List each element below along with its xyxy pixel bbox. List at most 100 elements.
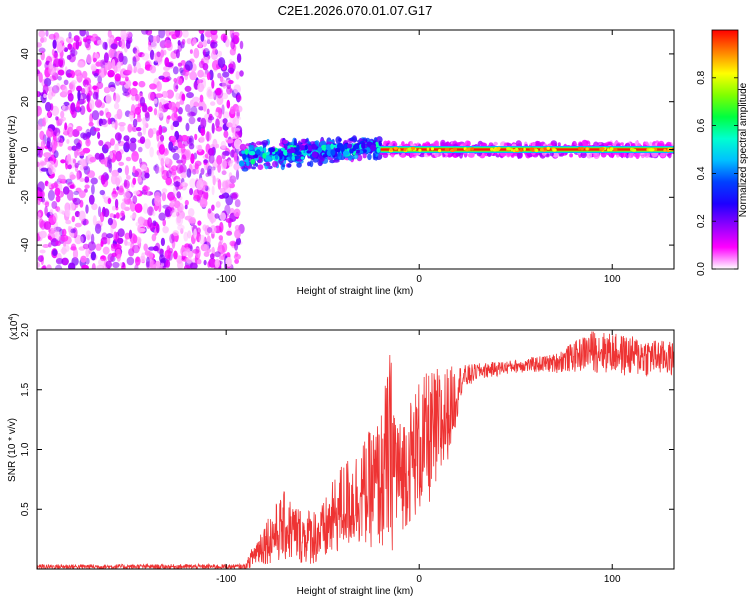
signal-cell [310, 143, 317, 150]
noise-cell [116, 108, 123, 120]
noise-cell [66, 139, 70, 144]
x-tick-label: 0 [416, 574, 422, 585]
noise-cell [156, 81, 162, 92]
noise-cell [216, 155, 223, 165]
noise-cell [65, 36, 74, 44]
tone-cell [607, 148, 610, 152]
noise-cell [184, 204, 188, 210]
noise-cell [217, 179, 222, 190]
noise-cell [233, 84, 241, 94]
noise-cell [125, 175, 131, 180]
noise-cell [98, 140, 104, 146]
signal-cell [343, 143, 349, 149]
noise-cell [71, 145, 78, 151]
noise-cell [234, 258, 240, 264]
noise-cell [100, 174, 106, 185]
noise-cell [117, 237, 124, 244]
noise-cell [111, 252, 117, 257]
noise-cell [203, 259, 207, 266]
noise-cell [199, 136, 205, 143]
noise-cell [87, 90, 93, 96]
noise-cell [107, 69, 115, 78]
y-tick-label: 1.5 [20, 382, 31, 396]
noise-cell [125, 76, 129, 82]
noise-cell [211, 122, 215, 134]
tone-cell [515, 147, 519, 151]
band-cell [586, 152, 593, 159]
noise-cell [38, 47, 46, 54]
noise-cell [235, 116, 242, 121]
signal-cell [326, 150, 332, 157]
noise-cell [222, 180, 229, 190]
noise-cell [155, 34, 161, 44]
noise-cell [118, 161, 125, 166]
noise-cell [226, 99, 231, 109]
noise-cell [50, 228, 58, 238]
noise-cell [65, 209, 71, 217]
noise-cell [220, 250, 226, 260]
noise-cell [119, 124, 125, 132]
noise-cell [158, 75, 165, 80]
signal-cell [255, 149, 261, 155]
noise-cell [166, 89, 175, 99]
noise-cell [42, 244, 50, 248]
noise-cell [50, 182, 59, 189]
noise-cell [115, 150, 122, 162]
noise-cell [239, 70, 244, 77]
noise-cell [234, 241, 239, 251]
signal-cell [359, 150, 364, 154]
noise-cell [87, 170, 96, 179]
noise-cell [105, 111, 112, 119]
noise-cell [65, 244, 70, 252]
noise-cell [110, 173, 118, 185]
noise-cell [203, 251, 210, 257]
noise-cell [218, 194, 225, 199]
noise-cell [147, 106, 153, 113]
noise-cell [76, 101, 80, 112]
noise-cell [211, 204, 215, 211]
noise-cell [61, 228, 67, 237]
noise-cell [61, 85, 68, 96]
noise-cell [63, 79, 69, 86]
noise-cell [131, 95, 136, 101]
noise-cell [68, 262, 76, 269]
noise-cell [168, 31, 177, 36]
noise-cell [129, 141, 137, 152]
signal-cell [311, 151, 318, 158]
noise-cell [120, 39, 126, 49]
noise-cell [215, 143, 220, 149]
noise-cell [131, 150, 139, 162]
noise-cell [202, 39, 208, 48]
noise-cell [165, 76, 172, 81]
tone-cell [578, 146, 581, 151]
noise-cell [144, 138, 151, 150]
noise-cell [208, 148, 215, 156]
noise-cell [47, 109, 51, 117]
noise-cell [37, 59, 42, 67]
signal-cell [286, 148, 294, 154]
noise-cell [78, 210, 86, 222]
figure-title: C2E1.2026.070.01.07.G17 [278, 3, 433, 18]
tone-cell [543, 147, 547, 151]
noise-cell [234, 199, 241, 208]
noise-cell [211, 185, 215, 196]
noise-cell [166, 115, 171, 120]
noise-cell [230, 149, 236, 158]
noise-cell [105, 93, 112, 105]
noise-cell [176, 215, 182, 224]
noise-cell [182, 181, 186, 187]
noise-cell [53, 150, 59, 159]
noise-cell [135, 127, 142, 132]
noise-cell [196, 179, 204, 191]
noise-cell [236, 105, 243, 113]
band-cell [667, 152, 672, 159]
spectrogram-y-axis-label: Frequency (Hz) [7, 116, 18, 185]
noise-cell [72, 197, 81, 205]
noise-cell [99, 110, 104, 116]
tone-cell [613, 148, 618, 152]
noise-cell [135, 221, 140, 227]
noise-cell [77, 90, 81, 101]
noise-cell [109, 151, 114, 160]
noise-cell [53, 52, 59, 59]
tone-cell [407, 147, 411, 151]
